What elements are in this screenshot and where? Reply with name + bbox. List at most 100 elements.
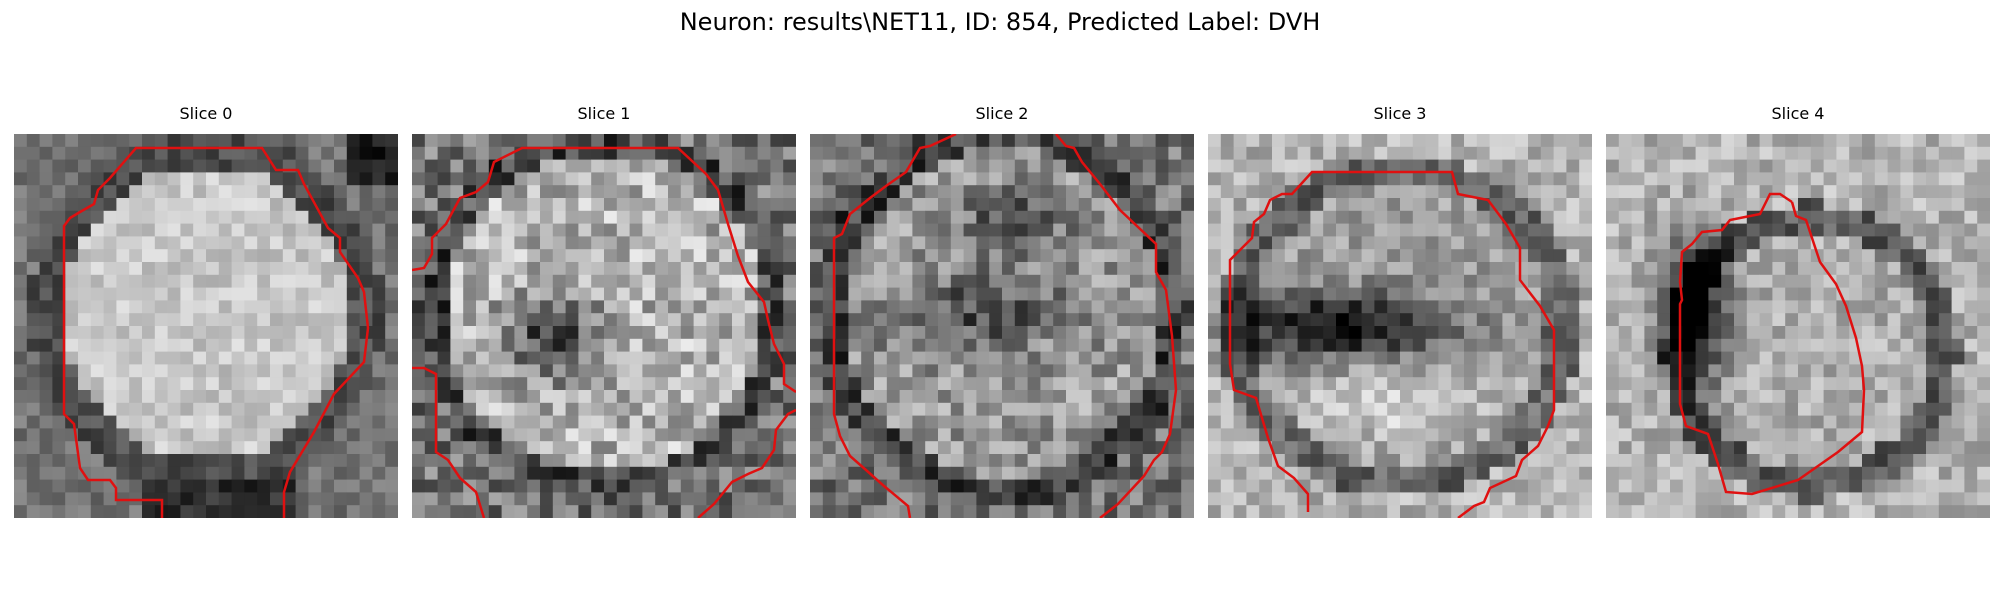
image-pixel [1502,236,1516,250]
image-pixel [231,210,245,224]
image-pixel [1849,364,1863,378]
image-pixel [308,454,322,468]
image-pixel [1438,351,1452,365]
image-pixel [616,300,630,314]
image-pixel [540,466,554,480]
image-pixel [770,210,784,224]
image-pixel [1374,479,1388,493]
image-pixel [1926,134,1940,148]
image-pixel [655,172,669,186]
image-pixel [810,338,824,352]
image-pixel [976,172,990,186]
image-pixel [1014,390,1028,404]
image-pixel [1553,326,1567,340]
image-pixel [1181,274,1194,288]
image-pixel [231,441,245,455]
image-pixel [1181,505,1194,518]
image-pixel [1078,146,1092,160]
image-pixel [295,402,309,416]
image-pixel [514,198,528,212]
image-pixel [1631,262,1645,276]
image-pixel [719,159,733,173]
image-pixel [1682,236,1696,250]
image-pixel [424,415,438,429]
image-pixel [1759,236,1773,250]
image-pixel [463,300,477,314]
image-pixel [950,146,964,160]
image-pixel [1297,236,1311,250]
image-pixel [912,326,926,340]
image-pixel [1259,249,1273,263]
image-pixel [1297,134,1311,148]
image-pixel [39,326,53,340]
image-pixel [501,492,515,506]
image-pixel [1746,185,1760,199]
image-pixel [1348,441,1362,455]
image-pixel [886,146,900,160]
image-pixel [167,198,181,212]
image-pixel [848,364,862,378]
image-pixel [565,249,579,263]
image-pixel [1900,249,1914,263]
image-pixel [1540,198,1554,212]
image-pixel [1695,249,1709,263]
image-pixel [1682,428,1696,442]
image-pixel [1836,492,1850,506]
image-pixel [1566,172,1580,186]
image-pixel [757,479,771,493]
image-pixel [1926,146,1940,160]
image-pixel [565,402,579,416]
image-pixel [1951,390,1965,404]
image-pixel [810,441,824,455]
image-pixel [463,338,477,352]
image-pixel [1657,338,1671,352]
image-pixel [1618,479,1632,493]
image-pixel [129,415,143,429]
image-pixel [1361,351,1375,365]
image-pixel [412,185,426,199]
image-pixel [321,287,335,301]
image-pixel [1014,479,1028,493]
image-pixel [642,210,656,224]
image-pixel [1515,159,1529,173]
image-pixel [65,236,79,250]
image-pixel [1836,364,1850,378]
image-pixel [1938,479,1952,493]
image-pixel [1566,313,1580,327]
image-pixel [1014,428,1028,442]
image-pixel [835,198,849,212]
image-pixel [591,415,605,429]
image-pixel [912,262,926,276]
image-pixel [604,236,618,250]
image-pixel [848,313,862,327]
image-pixel [1297,377,1311,391]
image-pixel [1002,249,1016,263]
image-pixel [706,236,720,250]
image-pixel [1489,505,1503,518]
image-pixel [810,198,824,212]
image-pixel [1759,351,1773,365]
image-pixel [1027,159,1041,173]
image-pixel [783,390,796,404]
image-pixel [1810,377,1824,391]
image-pixel [810,159,824,173]
image-pixel [835,351,849,365]
image-pixel [591,249,605,263]
image-pixel [52,364,66,378]
image-pixel [1670,428,1684,442]
image-pixel [1476,236,1490,250]
image-pixel [1618,146,1632,160]
image-pixel [1900,441,1914,455]
image-pixel [1772,492,1786,506]
image-pixel [1964,159,1978,173]
image-pixel [565,274,579,288]
image-pixel [1721,505,1735,518]
image-pixel [1977,300,1990,314]
image-pixel [1938,402,1952,416]
image-pixel [488,313,502,327]
image-pixel [437,390,451,404]
image-pixel [604,441,618,455]
image-pixel [116,146,130,160]
image-pixel [488,364,502,378]
image-pixel [1682,249,1696,263]
